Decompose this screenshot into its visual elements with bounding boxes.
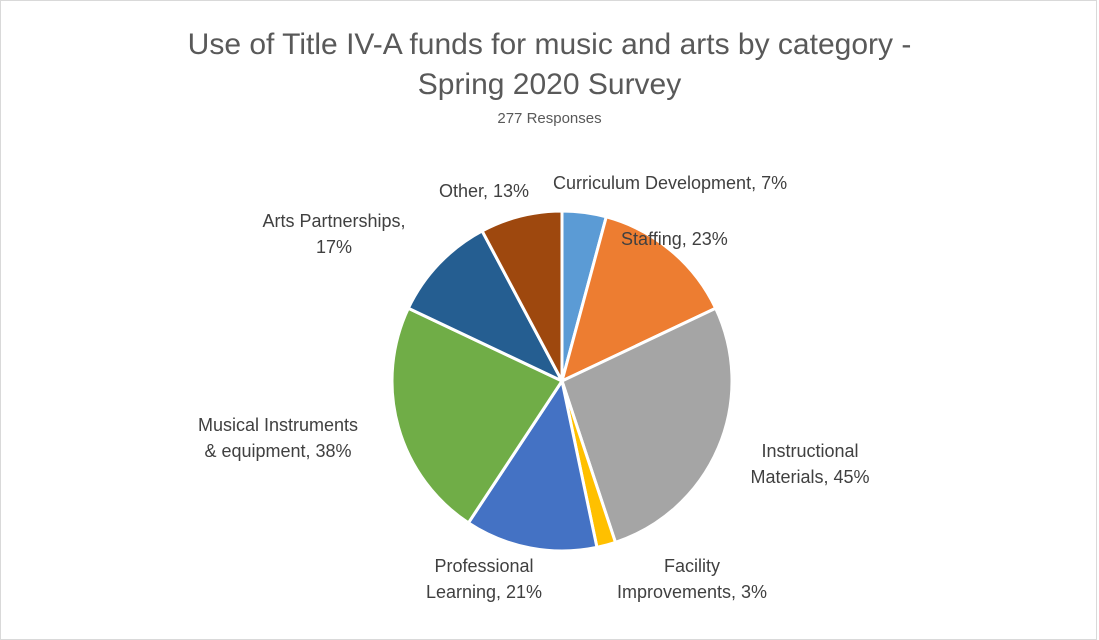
pie-slice-arts-partnerships (406, 229, 564, 383)
pie-slice-other (480, 209, 564, 383)
pie-chart: Curriculum Development, 7% Staffing, 23% I… (198, 173, 870, 602)
data-label-arts-partnerships: Arts Partnerships, 17% (262, 211, 405, 257)
data-label-instructional-materials: Instructional Materials, 45% (750, 441, 869, 487)
pie-slice-professional-learning (466, 379, 599, 553)
pie-slice-instructional-materials (560, 306, 734, 544)
data-label-curriculum-development: Curriculum Development, 7% (553, 173, 787, 193)
pie-slice-staffing (560, 215, 718, 383)
data-label-facility-improvements: Facility Improvements, 3% (617, 556, 767, 602)
chart-title-line-1: Use of Title IV-A funds for music and ar… (187, 28, 912, 61)
data-label-professional-learning: Professional Learning, 21% (426, 556, 542, 602)
data-label-other: Other, 13% (439, 181, 529, 201)
data-label-musical-instruments-equipment: Musical Instruments & equipment, 38% (198, 415, 358, 461)
data-label-staffing: Staffing, 23% (621, 229, 728, 249)
pie-slices (390, 209, 734, 553)
chart-subtitle: 277 Responses (497, 110, 602, 127)
chart-title-line-2: Spring 2020 Survey (417, 68, 682, 101)
